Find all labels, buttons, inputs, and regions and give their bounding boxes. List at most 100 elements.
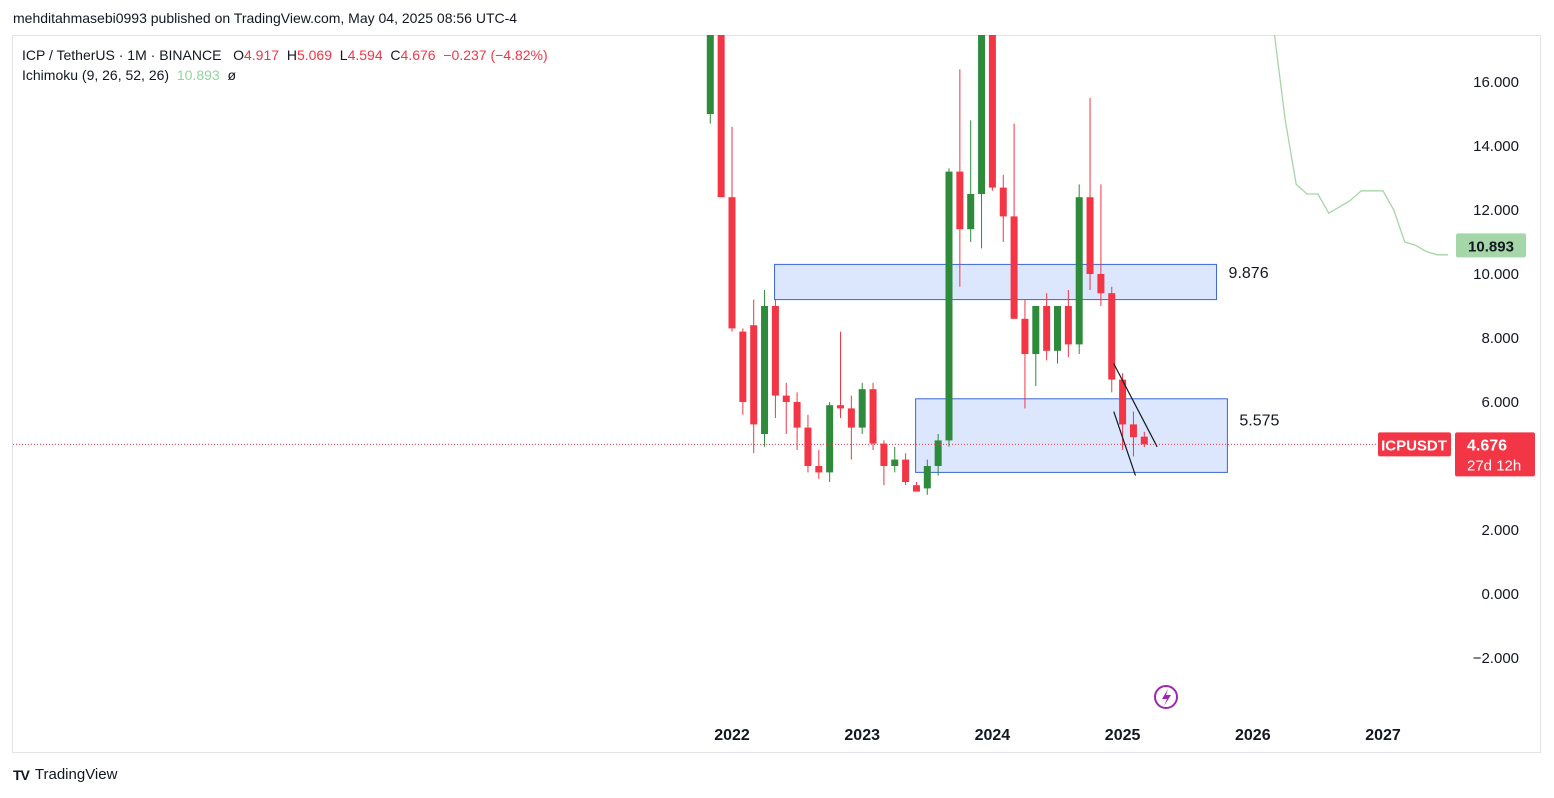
legend-o-label: O xyxy=(233,47,244,63)
legend-change: −0.237 (−4.82%) xyxy=(443,47,548,63)
legend: ICP / TetherUS · 1M · BINANCE O4.917 H5.… xyxy=(22,45,548,85)
candle-body xyxy=(1064,306,1072,345)
candle-body xyxy=(793,402,801,428)
candle-body xyxy=(750,325,758,425)
candle-body xyxy=(782,395,790,402)
y-tick-label: 14.000 xyxy=(1473,138,1519,155)
candle-body xyxy=(902,459,910,482)
candle-body xyxy=(978,35,986,194)
x-tick-label: 2027 xyxy=(1365,727,1401,744)
y-tick-label: −2.000 xyxy=(1473,650,1519,667)
legend-indicator-row[interactable]: Ichimoku (9, 26, 52, 26) 10.893 ø xyxy=(22,65,548,85)
publisher-header: mehditahmasebi0993 published on TradingV… xyxy=(13,10,518,26)
candle-body xyxy=(847,408,855,428)
candle-body xyxy=(804,427,812,466)
y-tick-label: 2.000 xyxy=(1481,522,1519,539)
candle-body xyxy=(1086,197,1094,274)
zone-label: 5.575 xyxy=(1239,413,1279,430)
candle-body xyxy=(1075,197,1083,345)
price-badge xyxy=(1455,432,1535,477)
x-tick-label: 2023 xyxy=(844,727,880,744)
zone-label: 9.876 xyxy=(1229,265,1269,282)
lightning-icon-bolt xyxy=(1162,689,1171,706)
candle-body xyxy=(967,194,975,230)
candle-body xyxy=(956,171,964,230)
badges-layer: 10.893 ICPUSDT 4.676 27d 12h xyxy=(1154,233,1535,709)
symbol-badge-text: ICPUSDT xyxy=(1381,437,1447,454)
candle-body xyxy=(717,35,725,198)
candle-body xyxy=(891,459,899,466)
candle-body xyxy=(869,389,877,444)
y-tick-label: 0.000 xyxy=(1481,586,1519,603)
legend-ohlc-row: ICP / TetherUS · 1M · BINANCE O4.917 H5.… xyxy=(22,45,548,65)
y-axis: 16.000 14.000 12.000 10.000 8.000 6.000 2.000 0… xyxy=(1473,74,1519,667)
y-tick-label: 10.000 xyxy=(1473,266,1519,283)
candle-body xyxy=(739,331,747,402)
ichimoku-layer xyxy=(1273,34,1449,256)
tradingview-logo-icon: TV xyxy=(13,766,30,783)
countdown-text: 27d 12h xyxy=(1467,457,1521,474)
ichimoku-price-badge xyxy=(1456,233,1526,258)
candle-body xyxy=(837,405,844,409)
x-tick-label: 2024 xyxy=(975,727,1011,744)
candle-body xyxy=(815,466,823,473)
zones-layer: 9.876 5.575 xyxy=(774,263,1280,473)
y-tick-label: 6.000 xyxy=(1481,394,1519,411)
candle-body xyxy=(923,466,931,489)
candle-body xyxy=(1054,306,1061,351)
candle-body xyxy=(1140,436,1148,445)
lightning-icon[interactable] xyxy=(1154,685,1178,709)
candle-body xyxy=(1010,216,1018,319)
trend-line xyxy=(1113,411,1137,476)
zone-box xyxy=(915,398,1228,473)
y-tick-label: 16.000 xyxy=(1473,74,1519,91)
price-badge-text: 4.676 xyxy=(1467,437,1507,454)
candle-body xyxy=(826,405,834,473)
indicator-name: Ichimoku (9, 26, 52, 26) xyxy=(22,67,170,83)
candle-body xyxy=(1043,306,1051,351)
symbol-badge xyxy=(1378,432,1451,457)
candle-body xyxy=(988,35,996,188)
candle-body xyxy=(761,306,769,434)
legend-c-label: C xyxy=(390,47,401,63)
candle-body xyxy=(1021,318,1029,354)
x-tick-label: 2026 xyxy=(1235,727,1271,744)
legend-open-value: 4.917 xyxy=(244,47,280,63)
legend-symbol[interactable]: ICP / TetherUS · 1M · BINANCE xyxy=(22,47,222,63)
candle-body xyxy=(1108,293,1116,380)
legend-high-value: 5.069 xyxy=(296,47,332,63)
candle-body xyxy=(1129,424,1137,438)
footer: TV TradingView xyxy=(13,766,117,783)
candle-body xyxy=(1119,379,1127,425)
candle-body xyxy=(1097,274,1105,294)
candle-body xyxy=(728,197,736,329)
legend-h-label: H xyxy=(286,47,297,63)
candle-body xyxy=(999,187,1007,217)
y-tick-label: 12.000 xyxy=(1473,202,1519,219)
ichimoku-line xyxy=(1273,34,1449,256)
candle-body xyxy=(858,389,866,428)
candle-body xyxy=(706,35,714,114)
legend-low-value: 4.594 xyxy=(347,47,383,63)
lightning-icon-circle xyxy=(1154,685,1178,709)
y-tick-label: 8.000 xyxy=(1481,330,1519,347)
legend-l-label: L xyxy=(339,47,348,63)
candle-body xyxy=(1032,306,1040,354)
zone-box xyxy=(774,263,1218,301)
x-axis: 2022 2023 2024 2025 2026 2027 xyxy=(714,727,1401,744)
x-tick-label: 2025 xyxy=(1105,727,1141,744)
chart-frame xyxy=(12,35,1541,753)
indicator-hidden-icon[interactable]: ø xyxy=(227,67,237,83)
candle-body xyxy=(771,306,779,396)
candles-layer xyxy=(706,35,1148,495)
legend-close-value: 4.676 xyxy=(400,47,436,63)
candle-body xyxy=(912,485,920,492)
trend-lines-layer xyxy=(1113,363,1158,476)
candle-body xyxy=(934,440,942,466)
tradingview-brand: TradingView xyxy=(34,766,118,783)
trend-line xyxy=(1113,363,1158,448)
candle-body xyxy=(945,171,953,441)
candle-body xyxy=(880,443,888,466)
x-tick-label: 2022 xyxy=(714,727,750,744)
